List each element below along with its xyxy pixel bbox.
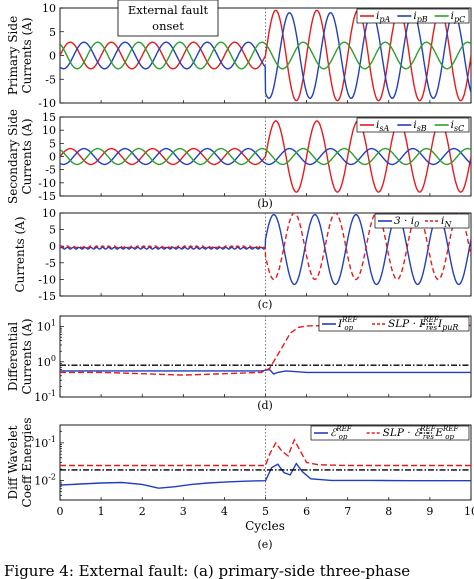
- x-tick-label: 3: [180, 505, 187, 518]
- x-tick-label: 2: [139, 505, 146, 518]
- y-tick-label: 10: [42, 2, 56, 15]
- legend-box: [310, 425, 470, 441]
- figure-caption: Figure 4: External fault: (a) primary-si…: [4, 562, 410, 579]
- y-tick-label: 10-2: [34, 472, 56, 487]
- series-line-2: [60, 324, 471, 376]
- panel-label: (d): [257, 399, 273, 412]
- y-tick-label: 15: [42, 111, 56, 124]
- y-tick-label: -10: [38, 273, 56, 286]
- y-axis-label: Primary Side: [6, 16, 20, 95]
- legend-label: ℰREF op: [330, 425, 353, 441]
- legend: isA isB isC: [356, 117, 470, 133]
- y-axis-label: Currents (A): [13, 216, 27, 292]
- y-tick-label: 10: [42, 207, 56, 220]
- y-axis-label: Secondary Side: [6, 109, 20, 204]
- panel-label: (c): [258, 298, 273, 311]
- panel-4: 10-1 100 101 Differential Currents (A) IREF op…: [6, 315, 472, 412]
- y-tick-label: -10: [38, 97, 56, 110]
- y-tick-label: 5: [49, 137, 56, 150]
- legend-label: IREF op: [337, 316, 359, 332]
- x-tick-label: 9: [426, 505, 433, 518]
- y-tick-label: 5: [49, 26, 56, 39]
- panel-label: (e): [257, 538, 272, 551]
- y-axis-label: Currents (A): [20, 17, 34, 93]
- panel-label: (b): [257, 197, 273, 210]
- series-line-2: [60, 12, 471, 100]
- y-tick-label: -5: [45, 257, 56, 270]
- x-tick-label: 7: [344, 505, 351, 518]
- panel-3: -15 -10 -5 0 5 10 Currents (A) 3 · i0 iN (c): [13, 207, 472, 311]
- y-axis-label: Currents (A): [20, 118, 34, 194]
- annotation-box: [117, 0, 219, 37]
- annotation-line-1: External fault: [128, 3, 209, 17]
- series-line-2: [60, 438, 471, 467]
- legend: ℰREF op SLP · ℰREF res EREF op: [310, 425, 470, 441]
- x-tick-label: 8: [385, 505, 392, 518]
- legend-label: 3 · i0: [394, 215, 419, 229]
- y-tick-label: -15: [38, 190, 56, 203]
- series-line-3: [60, 147, 471, 166]
- legend-label: ipB: [413, 10, 427, 24]
- legend-box: [374, 213, 470, 229]
- x-tick-label: 6: [303, 505, 310, 518]
- series-group: [60, 438, 471, 489]
- y-axis-label: Differential: [6, 322, 20, 391]
- y-tick-label: 10: [42, 124, 56, 137]
- y-tick-label: 101: [37, 319, 56, 334]
- annotation-line-2: onset: [152, 19, 184, 33]
- legend-label: SLP · ℰREF res: [383, 425, 437, 441]
- y-axis-label: Diff Wavelet: [6, 425, 20, 499]
- legend: IREF op SLP · IREF res IpuR: [318, 316, 470, 332]
- y-axis-label: Coeff Energies: [20, 418, 34, 508]
- y-tick-label: -15: [38, 290, 56, 303]
- series-group: [60, 324, 471, 376]
- x-tick-label: 5: [262, 505, 269, 518]
- legend-label: isA: [376, 119, 389, 133]
- x-tick-label: 1: [98, 505, 105, 518]
- y-tick-label: -5: [45, 164, 56, 177]
- legend-box: [318, 316, 470, 332]
- legend-label: ipA: [376, 10, 390, 24]
- x-tick-label: 0: [57, 505, 64, 518]
- y-tick-label: 0: [49, 240, 56, 253]
- legend: 3 · i0 iN: [374, 213, 470, 229]
- x-tick-label: 10: [464, 505, 474, 518]
- x-axis-label: Cycles: [245, 519, 285, 533]
- legend-box: [356, 117, 470, 133]
- legend-label: EREF op: [434, 425, 459, 441]
- y-tick-label: -10: [38, 177, 56, 190]
- y-tick-label: -5: [45, 73, 56, 86]
- legend-label: iN: [441, 215, 452, 229]
- legend-label: SLP · IREF res: [388, 316, 440, 332]
- legend-label: ipC: [451, 10, 466, 24]
- series-line-2: [60, 213, 471, 281]
- legend-label: isC: [451, 119, 465, 133]
- y-tick-label: 0: [49, 151, 56, 164]
- legend-label: isB: [413, 119, 426, 133]
- y-tick-label: 5: [49, 224, 56, 237]
- y-tick-label: 10-1: [34, 389, 56, 404]
- y-tick-label: 100: [37, 354, 56, 369]
- y-axis-label: Currents (A): [20, 318, 34, 394]
- series-line-3: [60, 41, 471, 70]
- x-tick-label: 4: [221, 505, 228, 518]
- fault-onset-annotation: External fault onset: [117, 0, 219, 37]
- y-tick-label: 10-1: [34, 435, 56, 450]
- y-tick-label: 0: [49, 50, 56, 63]
- series-line-1: [60, 462, 471, 489]
- series-line-1: [60, 368, 471, 375]
- legend-label: IpuR: [437, 318, 458, 332]
- legend: ipA ipB ipC: [356, 8, 470, 24]
- legend-box: [356, 8, 470, 24]
- series-line-2: [60, 147, 471, 166]
